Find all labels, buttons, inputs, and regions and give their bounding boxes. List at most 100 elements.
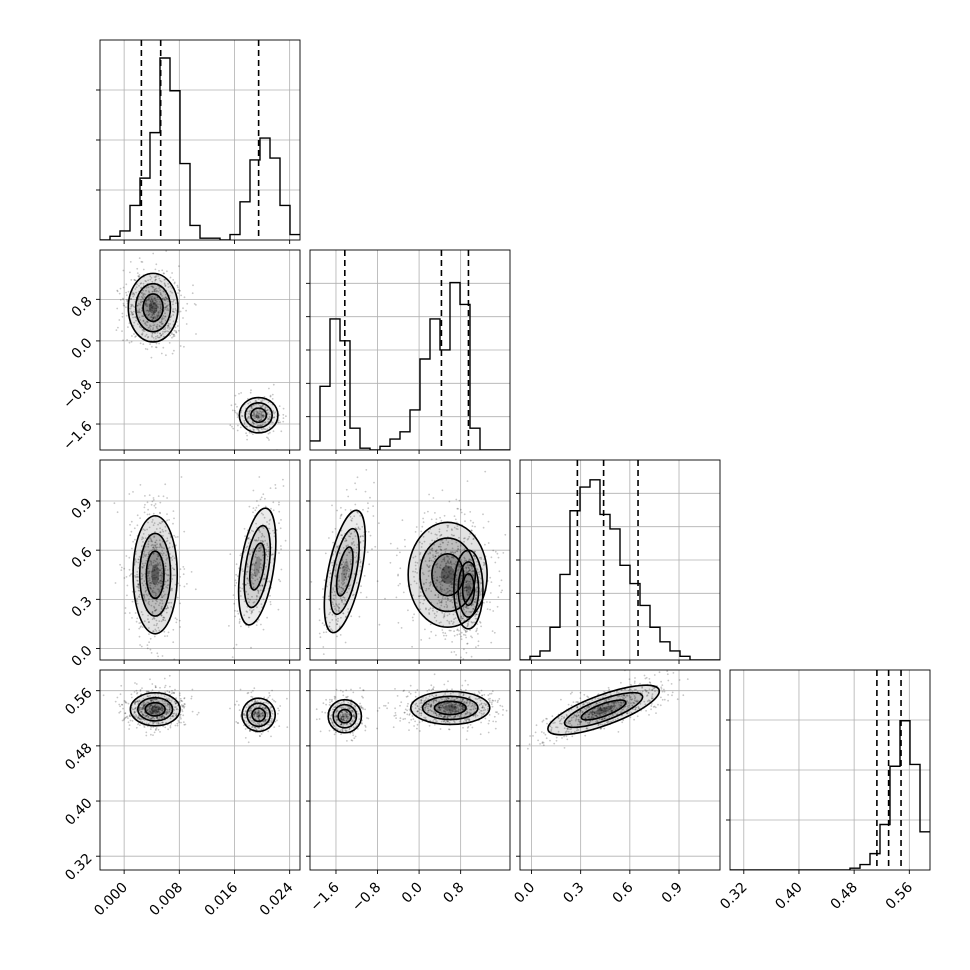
scatter-point [154, 531, 157, 533]
scatter-point [161, 596, 164, 599]
scatter-point [471, 621, 474, 624]
scatter-point [434, 571, 437, 573]
scatter-point [255, 416, 258, 418]
scatter-point [358, 615, 361, 618]
scatter-point [118, 711, 121, 714]
scatter-point [252, 511, 254, 514]
scatter-point [364, 490, 367, 493]
scatter-point [378, 707, 381, 709]
scatter-point [145, 305, 148, 307]
scatter-point [475, 588, 477, 591]
scatter-point [183, 296, 186, 299]
scatter-point [425, 578, 428, 581]
scatter-point [133, 527, 136, 530]
scatter-point [333, 715, 336, 718]
scatter-point [460, 635, 463, 638]
scatter-point [147, 580, 150, 582]
scatter-point [159, 602, 161, 604]
scatter-point [165, 607, 168, 610]
scatter-point [166, 557, 169, 560]
scatter-point [335, 563, 338, 566]
scatter-point [158, 277, 161, 280]
scatter-point [342, 582, 345, 585]
scatter-point [365, 469, 368, 471]
scatter-point [171, 352, 174, 355]
panel-frame [309, 249, 511, 451]
scatter-point [149, 705, 151, 708]
scatter-point [150, 717, 152, 720]
scatter-point [154, 709, 157, 712]
histogram-step [520, 479, 720, 660]
scatter-point [404, 717, 406, 720]
scatter-point [441, 584, 444, 587]
scatter-point [346, 715, 349, 718]
scatter-point [151, 297, 153, 300]
scatter-point [351, 542, 354, 544]
scatter-point [237, 575, 239, 577]
scatter-point [133, 333, 135, 335]
scatter-point [345, 572, 348, 575]
scatter-point [443, 576, 446, 579]
scatter-point [257, 592, 260, 595]
scatter-point [146, 701, 149, 704]
scatter-point [175, 714, 177, 717]
scatter-point [426, 565, 429, 567]
scatter-point [152, 617, 155, 619]
scatter-point [173, 692, 175, 695]
scatter-point [244, 583, 247, 586]
scatter-point [346, 591, 348, 594]
scatter-point [252, 577, 254, 580]
scatter-point [172, 691, 174, 694]
scatter-point [164, 525, 167, 528]
scatter-point [343, 568, 346, 571]
scatter-point [158, 569, 161, 572]
scatter-point [424, 628, 426, 631]
scatter-point [449, 600, 451, 603]
scatter-point [170, 692, 173, 695]
scatter-point [261, 711, 264, 714]
scatter-point [124, 701, 127, 704]
scatter-point [331, 720, 334, 723]
scatter-point [455, 574, 458, 577]
scatter-point [168, 342, 171, 344]
scatter-point [469, 558, 472, 561]
scatter-point [458, 633, 461, 635]
scatter-point [145, 286, 148, 289]
scatter-point [516, 579, 518, 581]
scatter-point [160, 614, 163, 617]
scatter-point [260, 723, 263, 726]
scatter-point [136, 311, 139, 313]
scatter-point [146, 305, 149, 308]
scatter-point [449, 551, 452, 553]
histogram-step [310, 281, 510, 450]
scatter-point [332, 553, 335, 555]
scatter-point [125, 294, 128, 297]
scatter-point [170, 588, 173, 591]
scatter-point [449, 569, 452, 572]
scatter-point [155, 711, 158, 713]
scatter-point [436, 566, 439, 568]
scatter-point [278, 522, 280, 525]
scatter-point [441, 588, 443, 591]
scatter-point [268, 527, 271, 530]
scatter-point [193, 303, 196, 305]
scatter-point [470, 604, 473, 607]
scatter-point [136, 700, 139, 703]
scatter-point [145, 300, 148, 303]
scatter-point [150, 561, 153, 563]
scatter-point [350, 739, 353, 741]
scatter-point [460, 638, 463, 641]
scatter-point [152, 582, 155, 585]
scatter-point [113, 502, 116, 505]
scatter-point [131, 335, 133, 337]
scatter-point [336, 623, 338, 626]
scatter-point [459, 594, 462, 597]
scatter-point [147, 314, 150, 316]
scatter-point [119, 710, 122, 713]
scatter-point [146, 309, 149, 312]
scatter-point [258, 430, 261, 433]
scatter-point [143, 564, 145, 567]
scatter-point [268, 439, 270, 441]
scatter-point [243, 600, 246, 603]
scatter-point [271, 689, 273, 692]
